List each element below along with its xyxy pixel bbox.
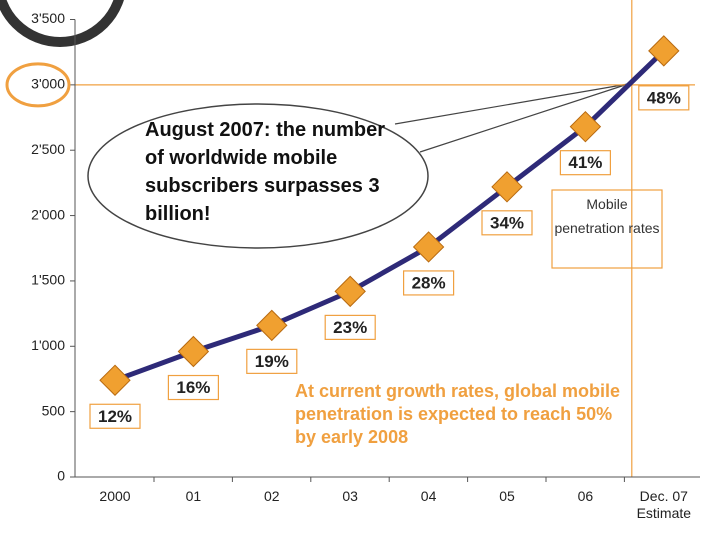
marker [334, 275, 366, 308]
y-tick-label: 3'000 [31, 76, 65, 92]
x-tick-label: 02 [264, 488, 280, 504]
penetration-box [551, 189, 663, 269]
penetration-label-box [403, 270, 455, 296]
y-tick-label: 3'500 [31, 10, 65, 26]
penetration-label: 48% [647, 88, 681, 107]
marker [256, 309, 288, 342]
marker [491, 171, 523, 203]
callout-bubble [87, 103, 429, 249]
penetration-box-title: Mobile penetration rates [554, 196, 660, 236]
penetration-label-box [638, 85, 690, 111]
note: At current growth rates, global mobile p… [295, 381, 621, 447]
y-tick-label: 2'000 [31, 206, 65, 222]
penetration-label: 28% [412, 273, 446, 292]
callout-text: August 2007: the number of worldwide mob… [145, 119, 386, 225]
penetration-label-box [324, 314, 376, 340]
marker [99, 364, 131, 396]
y-tick-label: 500 [42, 402, 66, 418]
marker [648, 35, 680, 67]
penetration-label: 16% [176, 378, 210, 397]
penetration-label-box [246, 348, 298, 374]
x-tick-label: 05 [499, 488, 515, 504]
penetration-label: 19% [255, 352, 289, 371]
x-tick-label: Dec. 07 Estimate [636, 488, 692, 521]
marker [412, 231, 445, 263]
penetration-label-box [559, 150, 612, 176]
y-tick-label: 0 [57, 468, 65, 484]
x-tick-label: 01 [185, 488, 202, 504]
x-tick-label: 2000 [99, 488, 131, 504]
penetration-label: 23% [333, 318, 367, 337]
x-tick-label: 03 [342, 488, 358, 504]
penetration-label-box [481, 210, 533, 236]
y-tick-label: 1'500 [31, 272, 65, 288]
penetration-label: 12% [98, 407, 132, 426]
penetration-label: 41% [568, 153, 602, 172]
penetration-label: 34% [490, 213, 524, 232]
y-tick-label: 2'500 [31, 141, 65, 157]
penetration-label-box [89, 403, 141, 429]
tick-highlight [5, 62, 71, 108]
decoration [0, 0, 124, 47]
marker [569, 110, 602, 143]
x-tick-label: 04 [420, 488, 437, 504]
line [114, 49, 666, 383]
x-tick-label: 06 [577, 488, 594, 504]
y-tick-label: 1'000 [31, 337, 65, 353]
penetration-label-box [167, 374, 219, 401]
marker [177, 335, 210, 368]
